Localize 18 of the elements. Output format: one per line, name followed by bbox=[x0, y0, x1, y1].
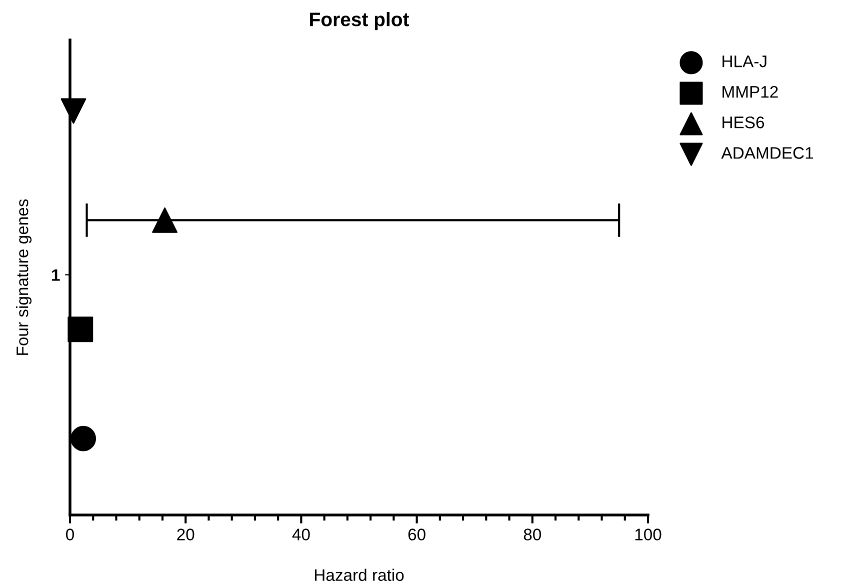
legend-label: HLA-J bbox=[722, 56, 766, 68]
legend-label: MMP12 bbox=[722, 86, 778, 98]
x-tick-label: 100 bbox=[635, 528, 662, 540]
chart-title: Forest plot bbox=[310, 12, 409, 30]
point bbox=[68, 316, 94, 342]
point bbox=[70, 426, 96, 452]
text: 1 bbox=[52, 269, 60, 281]
point bbox=[60, 98, 86, 124]
legend-label: HES6 bbox=[722, 116, 764, 128]
x-tick-label: 80 bbox=[524, 528, 542, 540]
point bbox=[152, 207, 178, 233]
x-tick-label: 40 bbox=[292, 528, 310, 540]
legend-label: ADAMDEC1 bbox=[721, 147, 814, 159]
x-tick-label: 20 bbox=[177, 528, 194, 540]
x-axis-title: Hazard ratio bbox=[314, 568, 404, 581]
x-tick-label: 60 bbox=[408, 528, 426, 540]
x-tick-label: 0 bbox=[66, 528, 74, 540]
y-axis-title: Four signature genes bbox=[16, 199, 32, 355]
